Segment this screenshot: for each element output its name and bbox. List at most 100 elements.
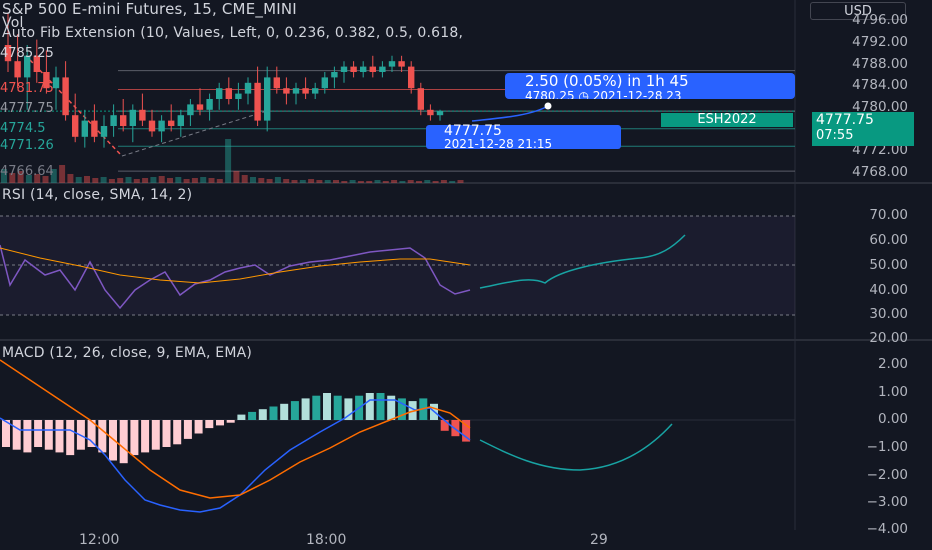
price-tick: 4784.00 <box>852 77 908 93</box>
rsi-ma-line <box>0 247 471 284</box>
volume-bar <box>59 165 66 183</box>
candle-body <box>72 115 79 137</box>
volume-bar <box>416 181 422 183</box>
macd-histogram-bar <box>248 411 257 420</box>
macd-histogram-bar <box>23 420 32 453</box>
candle-body <box>283 88 290 94</box>
macd-histogram-bar <box>323 393 331 420</box>
last-price-label: 4777.75 07:55 <box>812 112 914 146</box>
candle-body <box>129 109 136 126</box>
candle-body <box>273 77 280 89</box>
volume-bar <box>191 178 198 183</box>
volume-bar <box>50 169 57 183</box>
candle-body <box>196 104 204 110</box>
candle-body <box>177 115 184 126</box>
projection-line <box>471 105 549 122</box>
macd-histogram-bar <box>365 393 374 420</box>
candle-body <box>369 66 376 72</box>
candle-body <box>187 104 194 116</box>
volume-bar <box>92 178 99 183</box>
volume-bar <box>117 178 124 183</box>
candle-body <box>321 77 328 89</box>
projection-detail: 4780.25 ◷ 2021-12-28 23 <box>525 89 682 99</box>
last-price-value: 4777.75 <box>816 112 874 128</box>
volume-bar <box>308 179 315 183</box>
macd-histogram-bar <box>87 420 96 447</box>
candle-body <box>120 115 127 126</box>
macd-tick: 2.00 <box>877 356 908 372</box>
macd-histogram-bar <box>451 420 460 437</box>
time-tick: 29 <box>590 532 608 548</box>
macd-histogram-bar <box>376 393 385 420</box>
macd-histogram-bar <box>440 420 449 431</box>
price-tick: 4792.00 <box>852 34 908 50</box>
volume-bar <box>324 180 331 183</box>
candle-body <box>331 72 338 78</box>
volume-bar <box>208 178 215 183</box>
volume-bar <box>316 180 323 183</box>
macd-line <box>0 399 471 513</box>
volume-bar <box>258 178 265 183</box>
candle-body <box>427 109 434 116</box>
volume-bar <box>349 180 356 183</box>
time-tick: 18:00 <box>306 532 347 548</box>
candle-body <box>33 55 40 72</box>
macd-histogram-bar <box>290 401 299 420</box>
macd-histogram-bar <box>333 395 342 420</box>
candle-body <box>340 66 348 72</box>
bar-tooltip: 4777.75 2021-12-28 21:15 <box>426 124 621 151</box>
fib-level-label: 4781.75 <box>0 81 54 96</box>
candle-body <box>225 88 232 99</box>
projection-change: 2.50 (0.05%) in 1h 45 <box>525 73 689 90</box>
candle-body <box>302 88 309 94</box>
symbol-title[interactable]: S&P 500 E-mini Futures, 15, CME_MINI <box>2 0 297 18</box>
macd-histogram-bar <box>141 420 150 453</box>
candle-body <box>312 88 319 94</box>
macd-histogram-bar <box>312 395 321 420</box>
macd-tick: −3.00 <box>866 494 908 510</box>
price-tick: 4788.00 <box>852 56 908 72</box>
time-tick: 12:00 <box>79 532 120 548</box>
candle-body <box>14 61 21 78</box>
macd-legend[interactable]: MACD (12, 26, close, 9, EMA, EMA) <box>2 345 253 361</box>
fib-legend[interactable]: Auto Fib Extension (10, Values, Left, 0,… <box>2 25 464 41</box>
macd-histogram-bar <box>55 420 64 453</box>
candle-body <box>52 77 60 89</box>
macd-histogram-bar <box>216 420 224 426</box>
macd-histogram-bar <box>462 420 471 442</box>
candle-body <box>139 109 146 121</box>
volume-bar <box>449 181 456 183</box>
currency-button[interactable]: USD <box>810 2 906 20</box>
projection-tooltip[interactable]: 2.50 (0.05%) in 1h 45 4780.25 ◷ 2021-12-… <box>505 73 795 99</box>
rsi-tick: 50.00 <box>869 257 908 273</box>
volume-bar <box>382 181 389 183</box>
candle-body <box>24 55 31 78</box>
candle-body <box>168 120 175 126</box>
macd-tick: −1.00 <box>866 439 908 455</box>
candle-body <box>91 120 98 137</box>
macd-histogram-bar <box>205 420 214 429</box>
volume-bar <box>17 171 24 183</box>
volume-bar <box>100 177 107 183</box>
macd-histogram-bar <box>194 420 203 434</box>
volume-bar <box>34 174 41 183</box>
candle-body <box>110 115 117 126</box>
volume-legend[interactable]: Vol <box>2 15 24 31</box>
volume-bar <box>424 180 431 183</box>
rsi-legend[interactable]: RSI (14, close, SMA, 14, 2) <box>2 187 193 203</box>
volume-bar <box>225 139 232 183</box>
macd-histogram-bar <box>98 420 107 453</box>
candle-body <box>216 88 223 99</box>
candle-body <box>100 126 108 137</box>
volume-bar <box>25 175 32 183</box>
macd-histogram-bar <box>2 420 10 447</box>
macd-histogram-bar <box>226 420 235 423</box>
macd-histogram-bar <box>66 420 75 456</box>
symbol-tag: ESH2022 <box>661 113 793 127</box>
volume-bar <box>158 176 165 183</box>
volume-bar <box>108 179 115 183</box>
bar-countdown: 07:55 <box>816 128 854 143</box>
bar-tooltip-datetime: 2021-12-28 21:15 <box>444 137 553 151</box>
macd-histogram-bar <box>44 420 53 450</box>
